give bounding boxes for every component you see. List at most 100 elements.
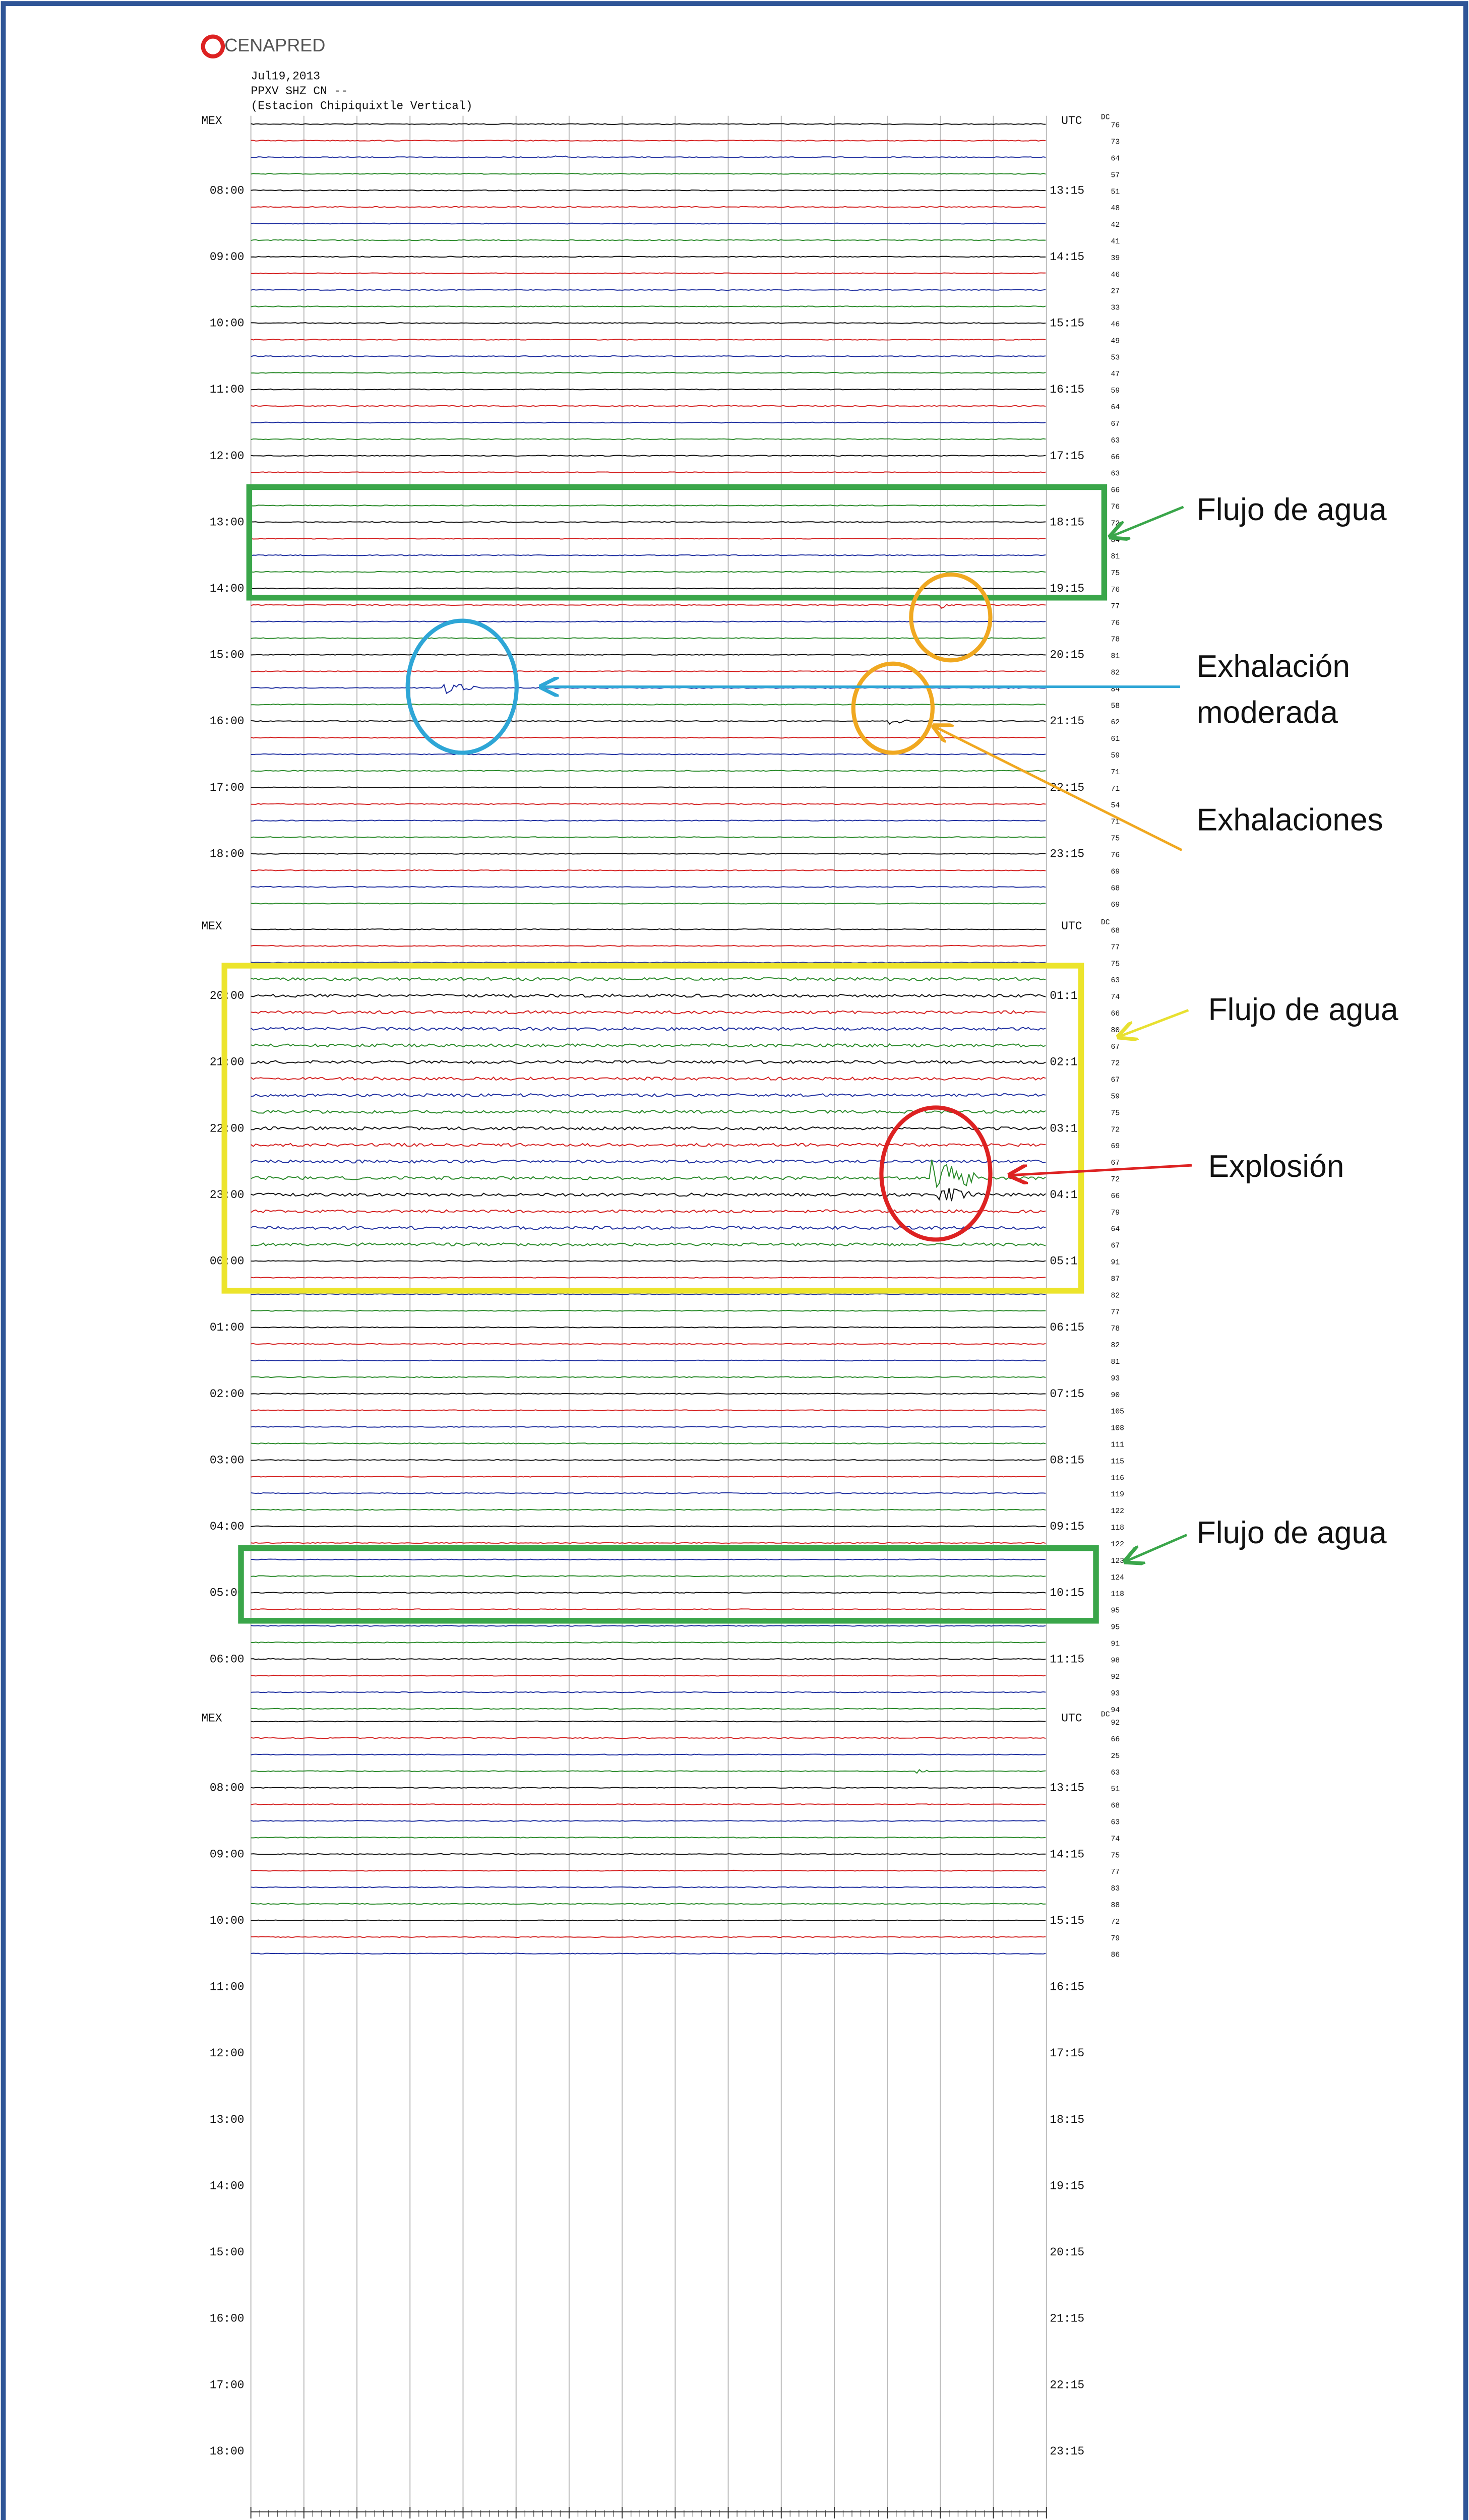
dc-value: 72 <box>1111 1060 1120 1068</box>
seismic-trace <box>251 1625 1046 1627</box>
dc-value: 122 <box>1111 1507 1125 1516</box>
dc-value: 84 <box>1111 536 1120 544</box>
right-time-label: 23:15 <box>1050 848 1084 861</box>
dc-value: 42 <box>1111 221 1120 229</box>
seismic-trace <box>251 753 1046 755</box>
seismic-trace <box>251 537 1046 540</box>
left-time-label: 08:00 <box>210 184 244 197</box>
dc-value: 75 <box>1111 835 1120 843</box>
seismic-trace <box>251 206 1046 208</box>
dc-value: 64 <box>1111 155 1120 163</box>
dc-value: 92 <box>1111 1719 1120 1727</box>
seismic-trace <box>251 1787 1046 1789</box>
seismic-trace <box>251 438 1046 440</box>
highlight-circle <box>405 618 519 755</box>
left-time-label: 13:00 <box>210 2113 244 2126</box>
dc-value: 76 <box>1111 852 1120 860</box>
left-time-label: 09:00 <box>210 250 244 264</box>
dc-value: 68 <box>1111 927 1120 935</box>
dc-value: 90 <box>1111 1392 1120 1400</box>
right-time-label: 19:15 <box>1050 582 1084 595</box>
seismic-trace <box>251 1919 1046 1922</box>
dc-value: 69 <box>1111 901 1120 909</box>
seismic-trace <box>251 388 1046 391</box>
seismic-trace <box>251 1260 1046 1262</box>
dc-value: 116 <box>1111 1474 1125 1482</box>
right-time-label: 17:15 <box>1050 2047 1084 2060</box>
seismic-trace <box>251 1886 1046 1888</box>
annotation: Flujo de agua <box>1197 1516 1387 1550</box>
left-time-label: 09:00 <box>210 1848 244 1861</box>
dc-value: 53 <box>1111 354 1120 362</box>
seismic-trace <box>251 1542 1046 1544</box>
dc-value: 77 <box>1111 943 1120 952</box>
dc-value: 83 <box>1111 1885 1120 1893</box>
left-time-label: 18:00 <box>210 848 244 861</box>
seismic-trace <box>251 1952 1046 1955</box>
seismic-trace <box>251 1459 1046 1461</box>
right-time-label: 11:15 <box>1050 1653 1084 1666</box>
left-time-label: 14:00 <box>210 582 244 595</box>
seismic-trace <box>251 1803 1046 1805</box>
dc-value: 54 <box>1111 802 1120 810</box>
seismic-trace <box>251 961 1046 964</box>
seismic-trace <box>251 554 1046 556</box>
right-time-label: 17:15 <box>1050 450 1084 463</box>
right-time-label: 20:15 <box>1050 649 1084 662</box>
labels: 00010203040506070809101112131415MEXUTCDC… <box>201 113 1125 2458</box>
seismic-trace <box>251 455 1046 457</box>
seismic-trace <box>251 1126 1046 1131</box>
right-time-label: 20:15 <box>1050 2246 1084 2259</box>
seismic-trace <box>251 1837 1046 1839</box>
right-time-label: 18:15 <box>1050 516 1084 529</box>
seismic-trace <box>251 505 1046 507</box>
left-time-label: 14:00 <box>210 2179 244 2192</box>
dc-value: 59 <box>1111 1093 1120 1101</box>
right-time-label: 23:15 <box>1050 2445 1084 2458</box>
arrow <box>1111 506 1184 537</box>
seismic-trace <box>251 654 1046 656</box>
right-header: UTC <box>1061 114 1082 128</box>
left-time-label: 01:00 <box>210 1321 244 1334</box>
dc-value: 122 <box>1111 1541 1125 1549</box>
dc-value: 93 <box>1111 1375 1120 1383</box>
dc-value: 49 <box>1111 337 1120 345</box>
dc-value: 119 <box>1111 1491 1125 1499</box>
dc-value: 59 <box>1111 752 1120 760</box>
right-time-label: 16:15 <box>1050 1981 1084 1994</box>
seismic-trace <box>251 820 1046 822</box>
seismic-trace <box>251 803 1046 805</box>
logo-text: CENAPRED <box>224 35 325 55</box>
highlights <box>221 484 1192 1624</box>
left-time-label: 11:00 <box>210 383 244 396</box>
dc-value: 115 <box>1111 1458 1125 1466</box>
right-time-label: 13:15 <box>1050 184 1084 197</box>
annotations: Flujo de agua Exhalación moderada Exhalacio… <box>1197 492 1398 1550</box>
seismic-trace <box>251 1936 1046 1938</box>
dc-value: 87 <box>1111 1275 1120 1283</box>
right-time-label: 15:15 <box>1050 1914 1084 1927</box>
dc-value: 82 <box>1111 1342 1120 1350</box>
right-time-label: 18:15 <box>1050 2113 1084 2126</box>
dc-value: 63 <box>1111 470 1120 478</box>
seismic-trace <box>251 339 1046 341</box>
left-time-label: 13:00 <box>210 516 244 529</box>
seismic-trace <box>251 1242 1046 1247</box>
annotation: Flujo de agua <box>1208 992 1398 1027</box>
seismic-trace <box>251 1393 1046 1395</box>
seismic-trace <box>251 1159 1046 1164</box>
highlight-circle <box>851 661 935 755</box>
seismic-trace <box>251 1277 1046 1279</box>
seismic-trace <box>251 1475 1046 1478</box>
left-time-label: 17:00 <box>210 781 244 794</box>
dc-value: 67 <box>1111 420 1120 428</box>
highlight-box <box>246 484 1108 601</box>
highlight-box <box>238 1545 1099 1624</box>
right-time-label: 14:15 <box>1050 250 1084 264</box>
dc-value: 77 <box>1111 603 1120 611</box>
dc-value: 72 <box>1111 1176 1120 1184</box>
annotation: Exhalación <box>1197 649 1350 684</box>
dc-value: 88 <box>1111 1902 1120 1910</box>
dc-value: 94 <box>1111 1707 1120 1715</box>
